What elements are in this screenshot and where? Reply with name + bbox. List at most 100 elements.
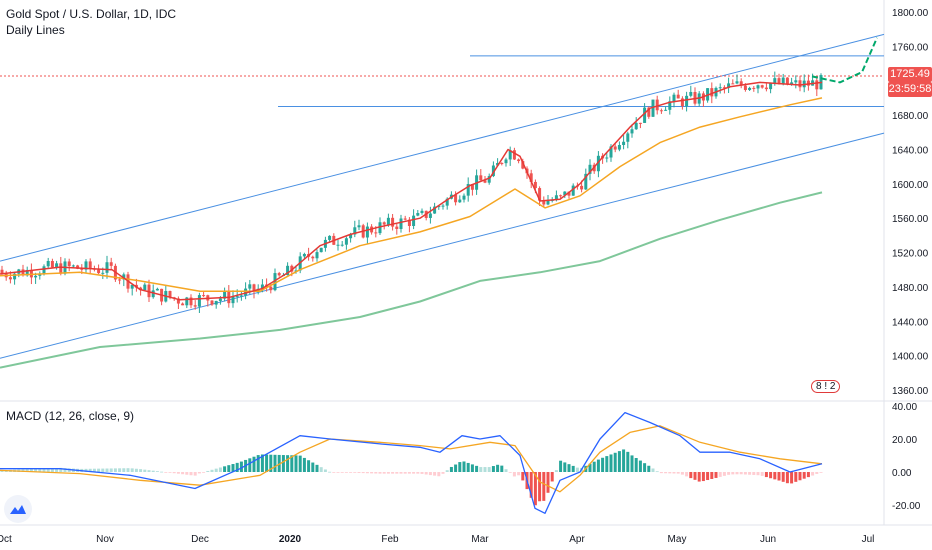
candle-body [445, 198, 449, 206]
candle-body [680, 98, 684, 107]
macd-histogram-bar [748, 472, 752, 475]
candle-body [395, 226, 399, 229]
macd-histogram-bar [315, 464, 319, 472]
candle-body [328, 235, 332, 240]
macd-histogram-bar [160, 471, 164, 473]
macd-histogram-bar [185, 472, 189, 475]
candle-body [554, 195, 558, 201]
macd-histogram-bar [806, 472, 810, 478]
candle-body [269, 286, 273, 291]
macd-histogram-bar [676, 472, 680, 474]
candle-body [252, 284, 256, 292]
macd-histogram-bar [239, 461, 243, 472]
time-axis-tick: Dec [191, 534, 209, 545]
macd-histogram-bar [0, 470, 4, 472]
macd-histogram-bar [533, 472, 537, 506]
macd-histogram-bar [655, 471, 659, 473]
candle-body [286, 265, 290, 276]
macd-histogram-bar [802, 472, 806, 479]
candle-body [13, 273, 17, 280]
macd-histogram-bar [575, 467, 579, 472]
candle-body [517, 159, 521, 162]
candle-body [462, 195, 466, 200]
macd-histogram-bar [206, 470, 210, 472]
macd-histogram-bar [260, 454, 264, 472]
macd-histogram-bar [617, 451, 621, 472]
candle-body [760, 85, 764, 88]
candle-body [21, 269, 25, 276]
macd-histogram-bar [470, 464, 474, 472]
candle-body [487, 176, 491, 183]
candle-body [420, 210, 424, 214]
candle-body [777, 78, 781, 84]
candle-body [710, 88, 714, 97]
candle-body [344, 238, 348, 245]
candle-body [365, 226, 369, 238]
macd-histogram-bar [668, 472, 672, 474]
macd-histogram-bar [512, 472, 516, 477]
macd-histogram-bar [176, 472, 180, 474]
macd-histogram-bar [307, 460, 311, 472]
macd-histogram-bar [449, 466, 453, 472]
macd-histogram-bar [294, 455, 298, 472]
macd-histogram-bar [273, 454, 277, 472]
macd-histogram-bar [134, 468, 138, 472]
events-badge[interactable]: 8 ! 2 [811, 380, 841, 393]
macd-histogram-bar [433, 472, 437, 476]
macd-histogram-bar [479, 467, 483, 472]
macd-histogram-bar [441, 472, 445, 474]
time-axis-tick: Mar [471, 534, 489, 545]
macd-histogram-bar [718, 472, 722, 477]
candle-body [529, 173, 533, 182]
candle-body [382, 222, 386, 225]
macd-histogram-bar [689, 472, 693, 479]
macd-histogram-bar [563, 462, 567, 472]
candle-body [193, 305, 197, 307]
macd-histogram-bar [382, 472, 386, 474]
macd-histogram-bar [651, 468, 655, 472]
macd-histogram-bar [403, 472, 407, 474]
macd-histogram-bar [445, 470, 449, 472]
macd-axis-tick: 0.00 [892, 468, 912, 479]
time-axis-tick: Jun [760, 534, 776, 545]
time-axis-tick: Apr [569, 534, 585, 545]
macd-histogram-bar [202, 472, 206, 473]
candle-body [546, 200, 550, 205]
candle-body [559, 195, 563, 197]
macd-histogram-bar [731, 472, 735, 475]
macd-histogram-bar [517, 472, 521, 476]
macd-line [0, 411, 823, 514]
candle-body [353, 227, 357, 235]
macd-histogram-bar [727, 472, 731, 475]
candle-body [407, 219, 411, 227]
macd-histogram-bar [466, 462, 470, 472]
candle-body [743, 85, 747, 90]
macd-histogram-bar [638, 460, 642, 472]
macd-histogram-bar [88, 468, 92, 472]
macd-histogram-bar [193, 472, 197, 476]
macd-histogram-bar [521, 472, 525, 481]
candle-body [311, 256, 315, 259]
macd-histogram-bar [59, 467, 63, 472]
candle-body [512, 150, 516, 160]
macd-histogram-bar [231, 464, 235, 472]
macd-histogram-bar [529, 472, 533, 498]
candle-body [277, 273, 281, 276]
channel-lower-line [0, 132, 885, 359]
macd-histogram-bar [143, 469, 147, 472]
candle-body [622, 141, 626, 146]
candle-body [542, 200, 546, 205]
price-axis-tick: 1800.00 [892, 8, 929, 19]
candle-body [210, 300, 214, 305]
macd-histogram-bar [412, 472, 416, 474]
candle-body [504, 159, 508, 164]
macd-histogram-bar [781, 472, 785, 482]
macd-histogram-bar [794, 472, 798, 482]
macd-histogram-bar [386, 472, 390, 474]
candle-body [260, 284, 264, 289]
candle-body [76, 265, 80, 269]
macd-histogram-bar [819, 472, 823, 473]
tradingview-logo-icon[interactable] [4, 495, 32, 523]
macd-histogram-bar [550, 472, 554, 482]
